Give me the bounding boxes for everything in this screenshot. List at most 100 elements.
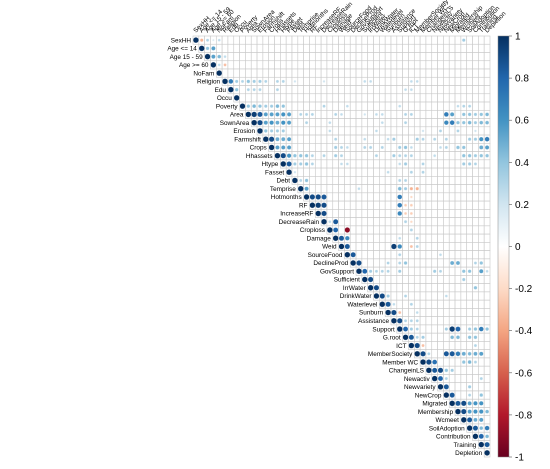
grid-cell (402, 43, 409, 53)
grid-cell (367, 85, 374, 95)
correlation-circle (444, 327, 449, 331)
grid-cell (367, 134, 374, 144)
grid-cell (303, 35, 310, 45)
grid-cell (454, 341, 462, 350)
correlation-circle (444, 368, 449, 373)
grid-cell (478, 308, 485, 317)
grid-cell (454, 52, 462, 62)
grid-cell (250, 52, 258, 62)
grid-cell (355, 109, 363, 119)
row-label: Fasset (265, 169, 284, 176)
grid-cell (443, 275, 450, 284)
grid-cell (227, 35, 235, 45)
row-label: IrrWater (343, 285, 367, 292)
grid-cell (361, 225, 369, 235)
correlation-circle-diagonal (321, 218, 328, 225)
grid-cell (402, 283, 409, 293)
grid-cell (268, 68, 275, 78)
correlation-circle (456, 120, 460, 125)
grid-cell (478, 167, 485, 177)
grid-cell (349, 52, 357, 62)
grid-cell (379, 134, 386, 144)
grid-cell (309, 85, 316, 95)
grid-cell (274, 60, 281, 70)
grid-cell (437, 357, 444, 367)
grid-cell (472, 365, 479, 375)
correlation-circle-diagonal (379, 301, 386, 308)
grid-cell (478, 217, 485, 227)
grid-cell (326, 159, 334, 169)
row-label: DecreaseRain (279, 219, 320, 226)
correlation-circle (403, 162, 408, 166)
grid-cell (326, 143, 334, 152)
grid-cell (303, 68, 310, 78)
grid-cell (344, 68, 351, 78)
correlation-circle (484, 136, 490, 142)
correlation-circle (321, 210, 327, 217)
grid-cell (361, 35, 369, 45)
correlation-circle (456, 145, 460, 150)
grid-cell (443, 308, 450, 317)
grid-cell (483, 60, 491, 70)
grid-cell (460, 43, 468, 53)
grid-cell (466, 126, 473, 136)
correlation-circle (485, 434, 490, 439)
correlation-circle (380, 121, 384, 125)
correlation-circle (478, 409, 484, 414)
grid-cell (454, 250, 462, 260)
correlation-circle (473, 343, 478, 348)
grid-cell (437, 308, 444, 317)
grid-cell (309, 93, 316, 103)
grid-cell (384, 200, 392, 210)
grid-cell (390, 209, 398, 218)
grid-cell (361, 217, 369, 227)
grid-cell (314, 184, 322, 194)
grid-cell (460, 324, 468, 334)
grid-cell (285, 60, 293, 70)
grid-cell (419, 184, 427, 194)
grid-cell (408, 68, 415, 78)
grid-cell (390, 192, 398, 202)
grid-cell (478, 43, 485, 53)
grid-cell (478, 68, 485, 78)
grid-cell (379, 283, 386, 293)
correlation-circle-diagonal (192, 37, 199, 44)
grid-cell (443, 85, 450, 95)
grid-cell (460, 341, 468, 350)
grid-cell (448, 68, 456, 78)
grid-cell (478, 184, 485, 194)
grid-cell (338, 225, 345, 235)
grid-cell (402, 167, 409, 177)
correlation-circle (374, 269, 379, 273)
grid-cell (314, 60, 322, 70)
grid-cell (361, 258, 369, 268)
grid-cell (320, 85, 328, 95)
correlation-circle (333, 137, 338, 141)
grid-cell (384, 118, 392, 128)
correlation-circle (409, 302, 414, 306)
correlation-circle (390, 243, 397, 250)
grid-cell (413, 68, 421, 78)
grid-cell (454, 242, 462, 251)
grid-cell (361, 43, 369, 53)
correlation-circle (246, 104, 251, 109)
correlation-circle (409, 153, 414, 158)
correlation-circle-diagonal (245, 111, 252, 118)
grid-cell (314, 85, 322, 95)
grid-cell (361, 176, 369, 185)
correlation-circle (450, 335, 455, 340)
correlation-circle (328, 121, 332, 125)
correlation-circle-diagonal (227, 86, 234, 93)
grid-cell (320, 93, 328, 103)
row-label: Age >= 60 (179, 62, 209, 69)
correlation-circle (421, 137, 425, 141)
grid-cell (419, 35, 427, 45)
grid-cell (355, 52, 363, 62)
grid-cell (419, 217, 427, 227)
grid-cell (303, 76, 310, 86)
grid-cell (291, 93, 299, 103)
grid-cell (478, 283, 485, 293)
correlation-circle-diagonal (274, 152, 281, 159)
grid-cell (373, 233, 380, 243)
grid-cell (408, 118, 415, 128)
